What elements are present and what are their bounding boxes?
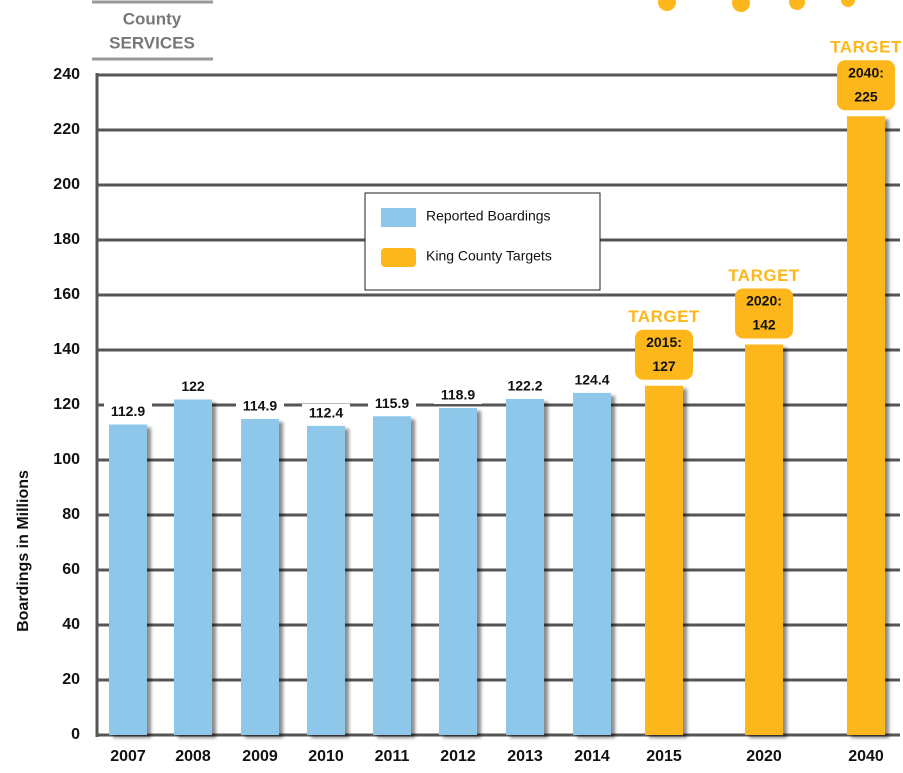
x-tick-label: 2013 bbox=[507, 748, 543, 765]
header-line2: SERVICES bbox=[109, 33, 195, 52]
value-label-bg bbox=[501, 376, 549, 395]
bar bbox=[439, 408, 477, 735]
bar bbox=[241, 419, 279, 735]
legend-swatch bbox=[381, 248, 416, 267]
bar bbox=[373, 416, 411, 735]
annotation: TARGET bbox=[728, 266, 800, 285]
value-label: 115.9 bbox=[375, 395, 409, 411]
legend-label: King County Targets bbox=[426, 248, 552, 264]
bar bbox=[109, 424, 147, 735]
legend-label: Reported Boardings bbox=[426, 208, 551, 224]
x-tick-label: 2014 bbox=[574, 748, 610, 765]
x-tick-label: 2020 bbox=[746, 748, 782, 765]
y-tick-label: 0 bbox=[71, 726, 80, 743]
x-tick-label: 2008 bbox=[175, 748, 211, 765]
value-label-bg bbox=[104, 402, 152, 421]
bar bbox=[745, 344, 783, 735]
y-tick-label: 80 bbox=[62, 506, 80, 523]
header-line1: County bbox=[123, 9, 182, 28]
logo-dot bbox=[732, 0, 750, 12]
x-tick-label: 2010 bbox=[308, 748, 344, 765]
bar bbox=[506, 398, 544, 735]
bar bbox=[645, 385, 683, 735]
value-label-bg bbox=[434, 386, 482, 405]
value-label: 112.4 bbox=[309, 405, 343, 421]
bar bbox=[307, 425, 345, 735]
logo-dot bbox=[841, 0, 855, 7]
x-tick-label: 2007 bbox=[110, 748, 146, 765]
legend: Reported Boardings King County Targets bbox=[364, 192, 601, 291]
x-tick-label: 2015 bbox=[646, 748, 682, 765]
bar bbox=[174, 399, 212, 735]
value-label-box bbox=[735, 288, 793, 339]
annotation: TARGET bbox=[628, 307, 700, 326]
value-label: 2020: 142 bbox=[746, 292, 782, 332]
value-label-bg bbox=[568, 370, 616, 389]
x-tick-label: 2012 bbox=[440, 748, 476, 765]
y-tick-label: 160 bbox=[53, 286, 80, 303]
y-tick-label: 220 bbox=[53, 121, 80, 138]
annotation: TARGET bbox=[830, 38, 902, 57]
y-tick-label: 40 bbox=[62, 616, 80, 633]
value-label: 112.9 bbox=[111, 403, 145, 419]
value-label: 118.9 bbox=[441, 387, 475, 403]
value-label-bg bbox=[169, 377, 217, 396]
y-tick-label: 120 bbox=[53, 396, 80, 413]
value-label-bg bbox=[368, 394, 416, 413]
x-tick-label: 2040 bbox=[848, 748, 884, 765]
value-label: 122 bbox=[181, 378, 205, 394]
x-tick-label: 2009 bbox=[242, 748, 278, 765]
value-label-box bbox=[837, 60, 895, 111]
value-label-box bbox=[635, 329, 693, 380]
y-tick-label: 100 bbox=[53, 451, 80, 468]
bar bbox=[573, 392, 611, 735]
y-tick-label: 20 bbox=[62, 671, 80, 688]
value-label: 2015: 127 bbox=[646, 333, 682, 373]
value-label: 2040: 225 bbox=[848, 64, 884, 104]
value-label-bg bbox=[302, 403, 350, 422]
logo-dot bbox=[658, 0, 676, 11]
bar bbox=[847, 116, 885, 735]
y-tick-label: 200 bbox=[53, 176, 80, 193]
value-label: 124.4 bbox=[574, 372, 609, 388]
value-label: 122.2 bbox=[507, 378, 542, 394]
value-label-bg bbox=[236, 397, 284, 416]
y-axis-label: Boardings in Millions bbox=[15, 470, 32, 632]
logo-dot bbox=[789, 0, 805, 10]
y-tick-label: 60 bbox=[62, 561, 80, 578]
legend-swatch bbox=[381, 208, 416, 227]
value-label: 114.9 bbox=[243, 398, 277, 414]
y-tick-label: 180 bbox=[53, 231, 80, 248]
x-tick-label: 2011 bbox=[375, 748, 410, 765]
y-tick-label: 140 bbox=[53, 341, 80, 358]
y-tick-label: 240 bbox=[53, 66, 80, 83]
